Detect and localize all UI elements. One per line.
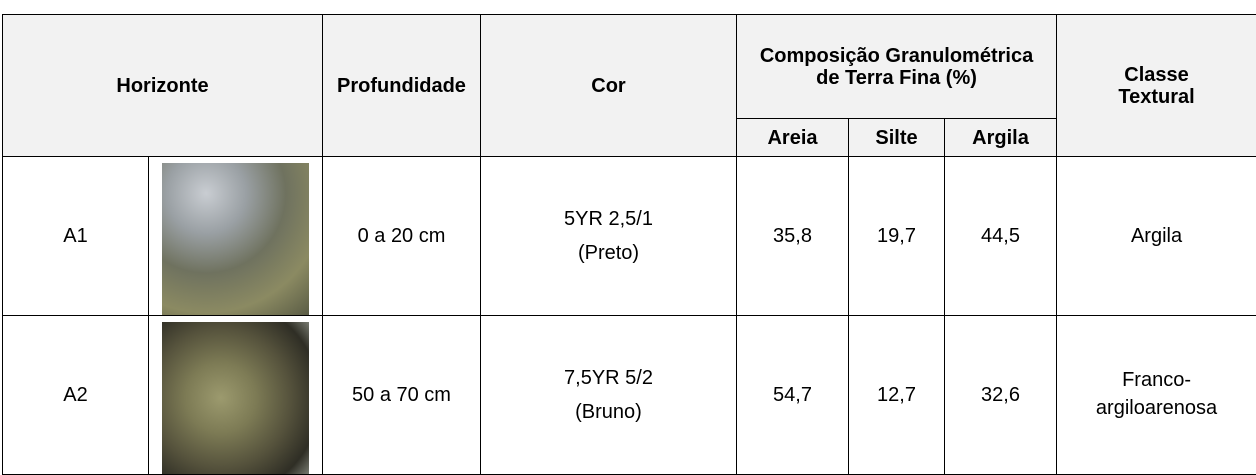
cell: 54,7: [737, 316, 849, 475]
cell: 12,7: [849, 316, 945, 475]
header-cell: Classe Textural: [1057, 15, 1256, 157]
cell: 32,6: [945, 316, 1057, 475]
header-text: Classe Textural: [1107, 64, 1207, 108]
subheader-cell: Argila: [945, 119, 1057, 157]
header-cell: Composição Granulométrica de Terra Fina …: [737, 15, 1057, 119]
cell-text: Franco-argiloarenosa: [1082, 366, 1232, 422]
header-row: Horizonte Profundidade Cor Composição Gr…: [3, 15, 1256, 119]
cell-line: (Bruno): [481, 395, 736, 429]
photo-cell: [149, 157, 323, 316]
cell: 5YR 2,5/1(Preto): [481, 157, 737, 316]
cell: Franco-argiloarenosa: [1057, 316, 1256, 475]
cell: 50 a 70 cm: [323, 316, 481, 475]
subheader-cell: Areia: [737, 119, 849, 157]
soil-photo: [162, 322, 309, 474]
cell: A2: [3, 316, 149, 475]
header-cell: Profundidade: [323, 15, 481, 157]
cell-line: (Preto): [481, 236, 736, 270]
soil-photo: [162, 163, 309, 315]
cell-line: 5YR 2,5/1: [481, 202, 736, 236]
cell: 0 a 20 cm: [323, 157, 481, 316]
cell: Argila: [1057, 157, 1256, 316]
header-text: Composição Granulométrica de Terra Fina …: [760, 45, 1033, 89]
cell: 19,7: [849, 157, 945, 316]
soil-table: Horizonte Profundidade Cor Composição Gr…: [2, 14, 1256, 475]
header-cell: Cor: [481, 15, 737, 157]
photo-cell: [149, 316, 323, 475]
data-row: A1 0 a 20 cm 5YR 2,5/1(Preto) 35,8 19,7 …: [3, 157, 1256, 316]
cell: 35,8: [737, 157, 849, 316]
cell: 7,5YR 5/2(Bruno): [481, 316, 737, 475]
data-row: A2 50 a 70 cm 7,5YR 5/2(Bruno) 54,7 12,7…: [3, 316, 1256, 475]
subheader-cell: Silte: [849, 119, 945, 157]
cell: 44,5: [945, 157, 1057, 316]
cell-line: 7,5YR 5/2: [481, 361, 736, 395]
cell: A1: [3, 157, 149, 316]
header-cell: Horizonte: [3, 15, 323, 157]
